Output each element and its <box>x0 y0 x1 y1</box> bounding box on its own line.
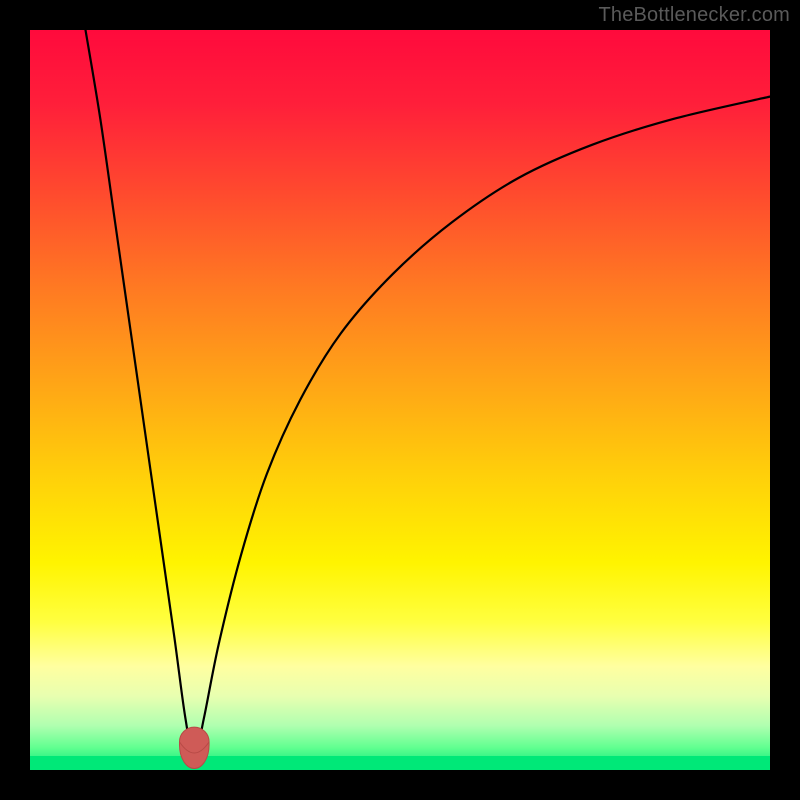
bottleneck-curve <box>86 30 771 758</box>
watermark-text: TheBottlenecker.com <box>598 4 790 27</box>
curve-layer <box>0 0 800 800</box>
dip-marker <box>179 727 209 768</box>
chart-root: TheBottlenecker.com <box>0 0 800 800</box>
